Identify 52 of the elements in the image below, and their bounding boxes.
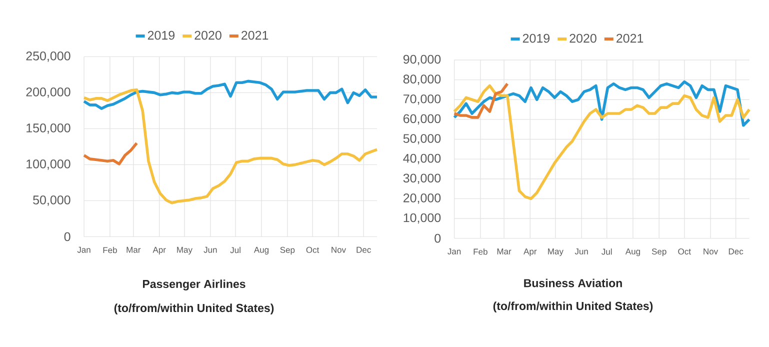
y-tick-label: 50,000 — [33, 196, 70, 206]
x-tick-label: Sep — [280, 246, 295, 255]
y-tick-label: 40,000 — [403, 154, 441, 164]
y-tick-label: 70,000 — [404, 94, 441, 105]
x-tick-label: May — [548, 248, 564, 256]
legend-label: 2019 — [522, 34, 550, 43]
line-series — [82, 142, 138, 166]
x-tick-label: Aug — [254, 246, 268, 254]
y-tick-label: 0 — [434, 234, 441, 243]
y-tick-label: 10,000 — [404, 213, 441, 224]
text: (to/from/within United States) — [493, 302, 653, 312]
x-tick-label: Sep — [652, 248, 666, 256]
x-tick-label: Aug — [625, 248, 640, 256]
y-tick-label: 20,000 — [403, 194, 441, 204]
y-tick-label: 250,000 — [26, 52, 70, 62]
x-tick-label: Jan — [448, 248, 461, 254]
legend-label: 2020 — [570, 34, 596, 43]
legend-label: 2020 — [194, 30, 222, 40]
x-tick-label: Oct — [678, 248, 691, 254]
text: (to/from/within United States) — [114, 304, 274, 314]
legend-label: 2021 — [242, 30, 268, 40]
x-tick-label: Feb — [474, 248, 488, 255]
x-tick-label: May — [177, 246, 192, 254]
x-tick-label: Jul — [602, 248, 612, 255]
x-tick-label: Jan — [77, 246, 90, 253]
legend-label: 2021 — [616, 34, 644, 43]
x-tick-label: Mar — [497, 248, 512, 254]
y-tick-label: 90,000 — [403, 54, 441, 66]
x-tick-label: Oct — [306, 246, 320, 253]
y-tick-label: 0 — [64, 232, 70, 242]
x-tick-label: Mar — [126, 246, 141, 253]
y-tick-label: 50,000 — [403, 134, 441, 144]
y-tick-label: 60,000 — [403, 114, 441, 125]
x-tick-label: Dec — [356, 246, 371, 253]
line-series — [452, 82, 509, 119]
x-tick-label: Nov — [704, 248, 718, 254]
y-tick-label: 30,000 — [403, 174, 441, 184]
x-tick-label: Feb — [103, 246, 117, 254]
x-tick-label: Apr — [524, 248, 537, 256]
x-tick-label: Jun — [574, 248, 588, 254]
text: Passenger Airlines — [143, 280, 246, 290]
y-tick-label: 100,000 — [26, 160, 70, 170]
x-tick-label: Jul — [230, 246, 240, 254]
y-tick-label: 200,000 — [26, 88, 70, 98]
y-tick-label: 150,000 — [26, 124, 70, 134]
x-tick-label: Dec — [728, 248, 744, 254]
x-tick-label: Jun — [204, 246, 217, 253]
x-tick-label: Nov — [332, 246, 346, 253]
y-tick-label: 80,000 — [403, 74, 441, 85]
text: Business Aviation — [524, 278, 622, 288]
legend-label: 2019 — [148, 30, 175, 40]
x-tick-label: Apr — [152, 246, 166, 254]
